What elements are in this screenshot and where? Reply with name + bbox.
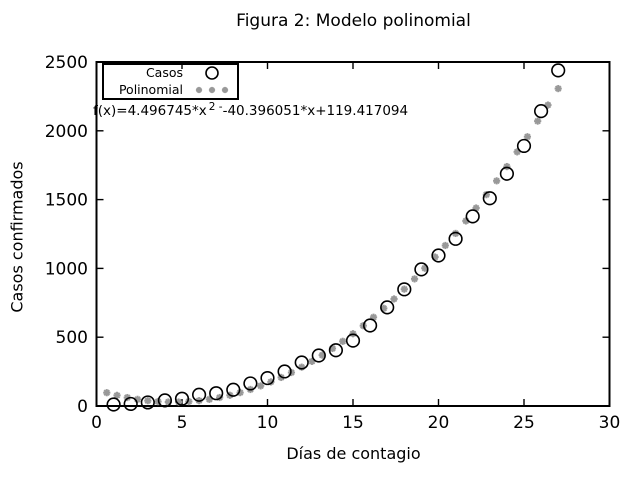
legend-item-polinomial: Polinomial — [104, 82, 237, 98]
equation-superscript: 2 - — [208, 101, 223, 114]
legend-item-casos: Casos — [104, 65, 237, 81]
svg-text:2500: 2500 — [45, 53, 88, 73]
svg-text:2000: 2000 — [45, 122, 88, 142]
open-circle-marker-icon — [187, 65, 237, 81]
legend-label-polinomial: Polinomial — [118, 81, 183, 97]
svg-text:1500: 1500 — [45, 191, 88, 211]
x-axis-title: Días de contagio — [286, 444, 421, 463]
chart-title: Figura 2: Modelo polinomial — [236, 11, 471, 31]
svg-text:500: 500 — [56, 328, 88, 348]
svg-text:15: 15 — [342, 413, 364, 433]
legend: Casos Polinomial — [102, 63, 239, 100]
fit-equation: f(x)=4.496745*x 2 --40.396051*x+119.41709… — [93, 101, 409, 119]
asterisk-marker-icon — [187, 82, 237, 98]
legend-label-casos: Casos — [145, 65, 183, 81]
svg-text:10: 10 — [257, 413, 279, 433]
equation-suffix: -40.396051*x+119.417094 — [222, 103, 409, 119]
svg-text:0: 0 — [91, 413, 102, 433]
svg-text:0: 0 — [77, 397, 88, 417]
svg-text:25: 25 — [513, 413, 535, 433]
svg-text:1000: 1000 — [45, 259, 88, 279]
svg-text:20: 20 — [428, 413, 450, 433]
svg-text:5: 5 — [177, 413, 188, 433]
equation-prefix: f(x)=4.496745*x — [93, 103, 207, 119]
polinomial-fit-points — [103, 84, 562, 406]
svg-text:30: 30 — [599, 413, 621, 433]
casos-points — [106, 63, 566, 412]
